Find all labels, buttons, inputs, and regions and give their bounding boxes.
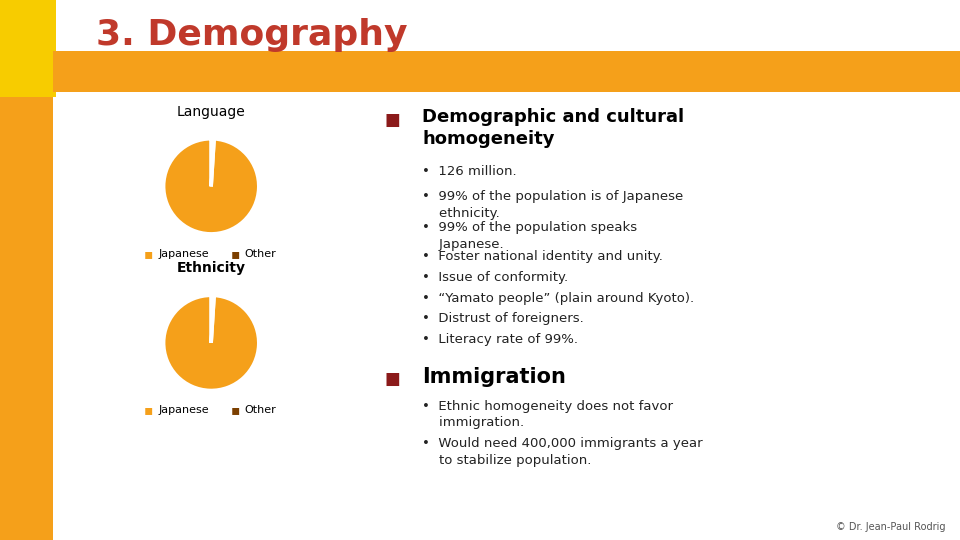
- Text: •  99% of the population speaks
    Japanese.: • 99% of the population speaks Japanese.: [422, 221, 637, 251]
- Text: ■: ■: [384, 370, 399, 388]
- Wedge shape: [211, 295, 214, 343]
- Text: •  99% of the population is of Japanese
    ethnicity.: • 99% of the population is of Japanese e…: [422, 190, 684, 220]
- Text: •  Would need 400,000 immigrants a year
    to stabilize population.: • Would need 400,000 immigrants a year t…: [422, 437, 703, 467]
- Text: 3. Demography: 3. Demography: [96, 18, 407, 52]
- Text: ■: ■: [384, 111, 399, 129]
- Text: •  Ethnic homogeneity does not favor
    immigration.: • Ethnic homogeneity does not favor immi…: [422, 400, 673, 429]
- Wedge shape: [164, 139, 258, 234]
- Text: Immigration: Immigration: [422, 367, 566, 387]
- Polygon shape: [25, 26, 49, 52]
- Text: •  Distrust of foreigners.: • Distrust of foreigners.: [422, 312, 584, 325]
- Text: Demographic and cultural
homogeneity: Demographic and cultural homogeneity: [422, 108, 684, 148]
- Wedge shape: [211, 139, 214, 186]
- Circle shape: [2, 22, 54, 73]
- Text: Language: Language: [177, 105, 246, 119]
- Text: •  Issue of conformity.: • Issue of conformity.: [422, 271, 568, 284]
- Text: Other: Other: [245, 406, 276, 415]
- Polygon shape: [12, 34, 25, 47]
- Text: ▪: ▪: [144, 247, 154, 261]
- Text: ▪: ▪: [230, 403, 240, 417]
- Text: •  Literacy rate of 99%.: • Literacy rate of 99%.: [422, 333, 578, 346]
- Text: Ethnicity: Ethnicity: [177, 261, 246, 275]
- Text: ▪: ▪: [144, 403, 154, 417]
- Text: ▪: ▪: [230, 247, 240, 261]
- Text: Other: Other: [245, 249, 276, 259]
- Text: © Dr. Jean-Paul Rodrig: © Dr. Jean-Paul Rodrig: [836, 522, 946, 532]
- Text: •  Foster national identity and unity.: • Foster national identity and unity.: [422, 250, 663, 263]
- Text: •  “Yamato people” (plain around Kyoto).: • “Yamato people” (plain around Kyoto).: [422, 292, 694, 305]
- Text: Japanese: Japanese: [158, 406, 209, 415]
- Text: Japanese: Japanese: [158, 249, 209, 259]
- Polygon shape: [28, 58, 44, 69]
- Text: •  126 million.: • 126 million.: [422, 165, 517, 178]
- Wedge shape: [164, 295, 258, 390]
